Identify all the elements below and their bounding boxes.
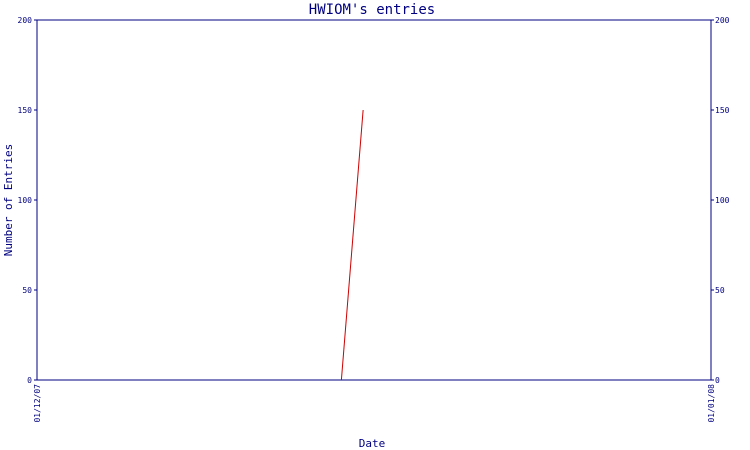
left-y-tick-label: 150 xyxy=(18,106,33,115)
series-layer xyxy=(340,109,364,381)
right-y-tick-label: 100 xyxy=(715,196,730,205)
left-y-tick-label: 50 xyxy=(22,286,32,295)
x-axis: 01/12/07 01/01/08 xyxy=(33,384,716,423)
left-y-axis: 0 50 100 150 200 xyxy=(18,16,37,385)
x-tick-label: 01/12/07 xyxy=(33,384,42,423)
right-y-tick-label: 150 xyxy=(715,106,730,115)
x-axis-label: Date xyxy=(359,437,386,450)
right-y-axis: 0 50 100 150 200 xyxy=(711,16,730,385)
series-line xyxy=(340,109,364,381)
chart-title: HWIOM's entries xyxy=(309,2,435,18)
left-y-tick-label: 100 xyxy=(18,196,33,205)
right-y-tick-label: 200 xyxy=(715,16,730,25)
right-y-tick-label: 50 xyxy=(715,286,725,295)
x-tick-label: 01/01/08 xyxy=(707,384,716,423)
plot-frame xyxy=(36,19,712,381)
left-y-tick-label: 0 xyxy=(27,376,32,385)
left-y-tick-label: 200 xyxy=(18,16,33,25)
right-y-tick-label: 0 xyxy=(715,376,720,385)
y-axis-label: Number of Entries xyxy=(2,144,15,257)
